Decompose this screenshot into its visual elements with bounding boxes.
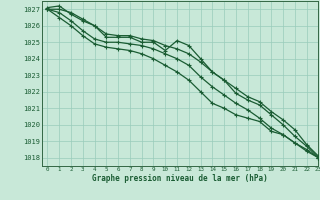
X-axis label: Graphe pression niveau de la mer (hPa): Graphe pression niveau de la mer (hPa): [92, 174, 268, 183]
